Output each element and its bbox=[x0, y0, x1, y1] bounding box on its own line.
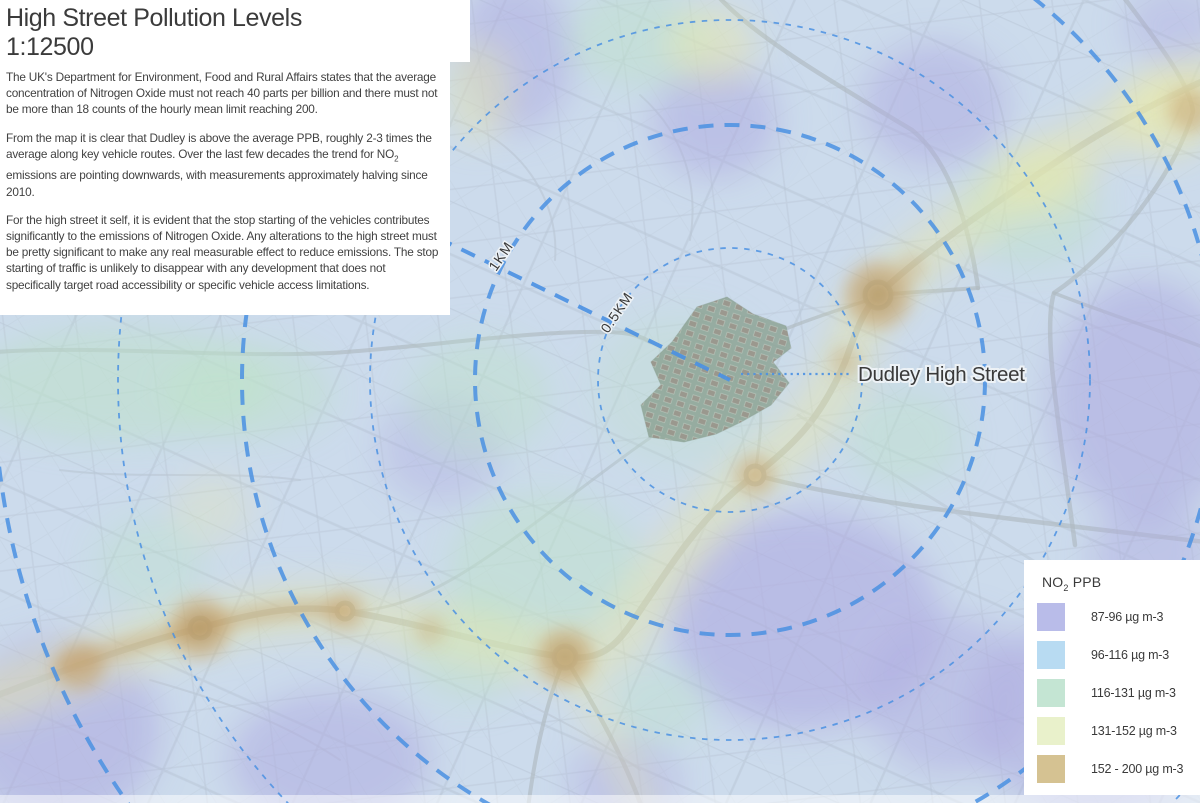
legend-label: 116-131 µg m-3 bbox=[1091, 685, 1176, 700]
heat-yellow bbox=[0, 7, 1200, 803]
legend-swatch bbox=[1037, 678, 1065, 707]
minor-road bbox=[59, 469, 301, 481]
ring-1-5km bbox=[369, 19, 1091, 741]
legend-swatch bbox=[1037, 716, 1065, 745]
legend-label: 96-116 µg m-3 bbox=[1091, 647, 1170, 662]
legend-panel: NO2 PPB 87-96 µg m-3 96-116 µg m-3 116-1… bbox=[1024, 560, 1200, 795]
legend-item: 116-131 µg m-3 bbox=[1037, 678, 1200, 707]
radius-line bbox=[437, 236, 731, 382]
road bbox=[752, 472, 1200, 544]
high-street-area bbox=[640, 296, 792, 443]
legend-label: 87-96 µg m-3 bbox=[1091, 609, 1164, 624]
legend-swatch bbox=[1037, 602, 1065, 631]
legend-label: 131-152 µg m-3 bbox=[1091, 723, 1177, 738]
legend-swatch bbox=[1037, 640, 1065, 669]
ring-0-5km bbox=[597, 247, 863, 513]
railway bbox=[796, 413, 1047, 570]
ring-2-5km bbox=[117, 0, 1200, 803]
no2-subscript: 2 bbox=[1063, 582, 1069, 593]
legend-label: 152 - 200 µg m-3 bbox=[1091, 761, 1184, 776]
ring-1km bbox=[473, 123, 987, 637]
poi-label-dudley-high-street: Dudley High Street bbox=[858, 363, 1025, 386]
legend-title: NO2 PPB bbox=[1042, 574, 1102, 593]
heat-hotspots bbox=[52, 88, 1200, 690]
legend-item: 87-96 µg m-3 bbox=[1037, 602, 1200, 631]
legend-item: 131-152 µg m-3 bbox=[1037, 716, 1200, 745]
legend-item: 152 - 200 µg m-3 bbox=[1037, 754, 1200, 783]
legend-swatch bbox=[1037, 754, 1065, 783]
legend-item: 96-116 µg m-3 bbox=[1037, 640, 1200, 669]
